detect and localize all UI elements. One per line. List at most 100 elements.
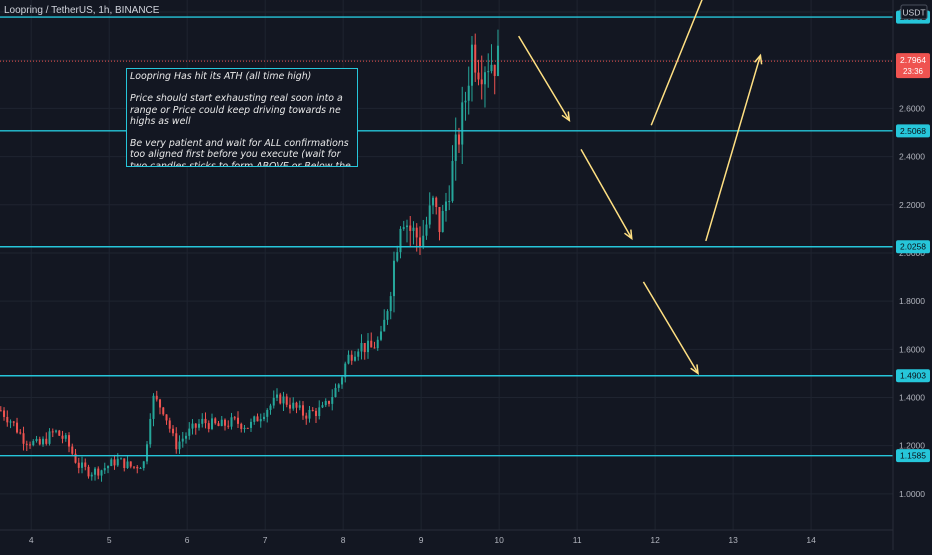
candle-body [418, 237, 421, 248]
candle-body [461, 102, 464, 145]
candle-body [389, 296, 392, 312]
candle-body [321, 405, 324, 408]
candle-body [435, 197, 438, 207]
candle-body [376, 339, 379, 349]
candle-body [227, 425, 230, 427]
projection-arrow[interactable] [650, 0, 706, 126]
level-label-bg [896, 449, 930, 463]
candle-body [324, 400, 327, 406]
candle-body [399, 228, 402, 253]
candle-body [90, 474, 93, 477]
candle-body [139, 467, 142, 469]
candle-body [223, 419, 227, 426]
projection-arrow[interactable] [517, 35, 571, 123]
annotation-note[interactable]: Loopring Has hit its ATH (all time high)… [126, 68, 358, 167]
candle-body [19, 432, 22, 434]
candle-body [487, 71, 490, 73]
grid-lines [0, 0, 893, 530]
price-tick-label: 2.6000 [899, 103, 925, 113]
candle-body [350, 354, 353, 361]
candle-body [220, 419, 223, 427]
candle-body [116, 458, 119, 466]
candle-body [185, 435, 188, 439]
projection-arrows [517, 0, 763, 375]
projection-arrow[interactable] [642, 281, 699, 375]
candle-body [370, 340, 373, 348]
candle-body [402, 227, 405, 229]
candle-body [133, 466, 136, 468]
candle-body [386, 311, 389, 320]
projection-arrow[interactable] [580, 148, 633, 241]
level-label-bg [896, 369, 930, 383]
chart-title: Loopring / TetherUS, 1h, BINANCE [4, 5, 160, 16]
price-tick-label: 2.4000 [899, 152, 925, 162]
candle-body [464, 100, 467, 103]
candle-body [405, 225, 408, 228]
candle-body [279, 394, 282, 404]
price-tick-label: 1.8000 [899, 296, 925, 306]
candle-body [16, 422, 19, 433]
candle-body [100, 470, 103, 476]
candle-body [422, 235, 425, 248]
price-tick-label: 1.4000 [899, 393, 925, 403]
candle-body [77, 462, 80, 468]
level-label: 2.5068 [900, 126, 926, 136]
time-tick-label: 6 [185, 535, 190, 545]
candle-body [214, 418, 217, 424]
candle-body [457, 134, 460, 145]
candle-body [29, 444, 32, 446]
candle-body [110, 459, 113, 467]
candle-body [123, 458, 126, 469]
candle-body [38, 438, 41, 445]
candle-body [243, 427, 246, 429]
candle-body [480, 79, 483, 85]
price-tick-label: 1.2000 [899, 441, 925, 451]
candle-body [230, 417, 233, 427]
candle-body [409, 225, 412, 231]
time-tick-label: 5 [107, 535, 112, 545]
candle-body [9, 421, 12, 423]
candle-body [327, 400, 331, 404]
candle-body [275, 394, 279, 398]
projection-arrow[interactable] [705, 53, 763, 242]
candle-body [282, 396, 285, 404]
level-label: 2.0258 [900, 242, 926, 252]
candle-body [483, 72, 486, 85]
candle-body [256, 416, 259, 422]
candle-body [292, 402, 295, 409]
candle-body [477, 72, 480, 80]
price-tick-label: 1.6000 [899, 344, 925, 354]
candle-body [233, 417, 236, 419]
candle-body [71, 446, 74, 454]
candle-body [344, 363, 347, 378]
candle-body [87, 466, 90, 477]
candle-body [172, 428, 175, 434]
candle-body [146, 444, 149, 462]
candle-body [467, 85, 470, 101]
level-label: 1.1585 [900, 451, 926, 461]
candle-body [159, 399, 162, 408]
level-label-bg [896, 124, 930, 138]
time-tick-label: 7 [263, 535, 268, 545]
candle-body [259, 419, 262, 422]
candle-body [425, 224, 428, 236]
candle-body [396, 252, 399, 261]
candle-body [61, 435, 64, 439]
candle-body [392, 260, 395, 297]
candle-body [441, 211, 444, 233]
candle-body [334, 387, 337, 398]
candle-body [331, 397, 334, 404]
candle-body [142, 461, 145, 468]
candle-body [366, 340, 369, 353]
candle-body [204, 418, 207, 424]
time-axis-ticks: 4 5 6 7 8 9 10 11 12 13 14 [29, 535, 816, 545]
candle-body [129, 461, 132, 467]
candle-body [314, 410, 318, 417]
candle-body [431, 197, 434, 206]
currency-label[interactable]: USDT [900, 4, 928, 20]
candle-body [454, 134, 457, 161]
candle-body [383, 319, 386, 332]
candle-body [191, 423, 194, 429]
